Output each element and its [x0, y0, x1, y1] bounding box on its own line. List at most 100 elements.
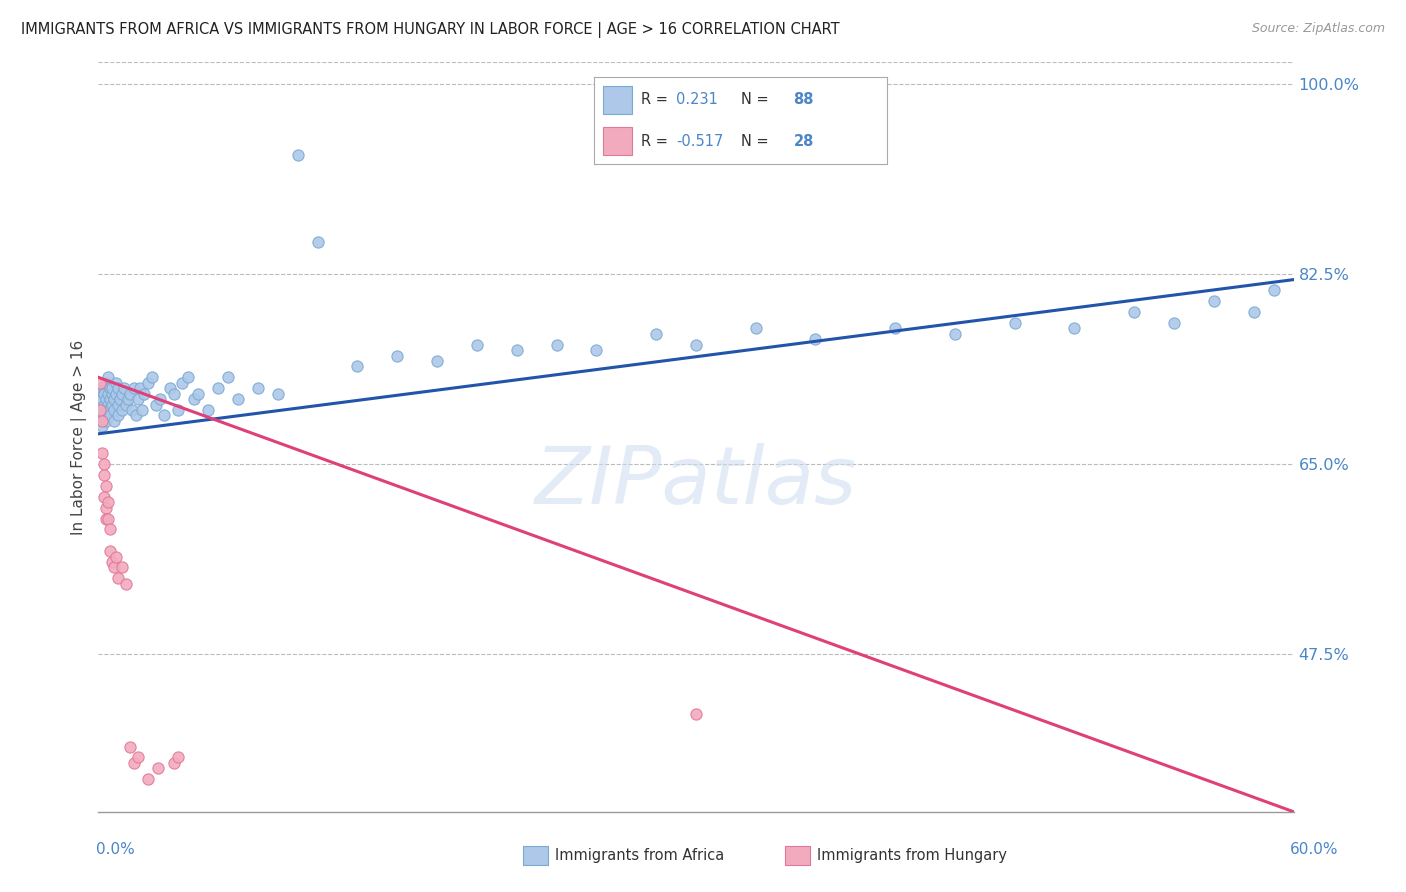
Point: [172, 376, 194, 390]
Point: [153, 409, 176, 423]
Point: [385, 349, 409, 363]
Point: [506, 343, 529, 358]
Point: [93, 490, 115, 504]
Point: [97, 403, 120, 417]
Point: [93, 386, 115, 401]
Point: [115, 397, 138, 411]
Point: [105, 549, 128, 564]
Point: [183, 392, 205, 406]
Y-axis label: In Labor Force | Age > 16: In Labor Force | Age > 16: [72, 340, 87, 534]
Point: [197, 403, 219, 417]
Point: [93, 381, 115, 395]
Point: [1123, 305, 1146, 319]
Point: [141, 370, 163, 384]
Point: [120, 739, 142, 754]
Point: [111, 560, 134, 574]
Point: [685, 338, 707, 352]
Point: [246, 381, 269, 395]
Point: [97, 386, 120, 401]
Point: [127, 750, 149, 764]
Point: [217, 370, 239, 384]
Point: [645, 326, 668, 341]
Point: [101, 386, 124, 401]
Point: [96, 511, 118, 525]
Point: [91, 403, 114, 417]
Point: [112, 381, 135, 395]
Point: [115, 576, 138, 591]
Point: [167, 750, 190, 764]
Text: IMMIGRANTS FROM AFRICA VS IMMIGRANTS FROM HUNGARY IN LABOR FORCE | AGE > 16 CORR: IMMIGRANTS FROM AFRICA VS IMMIGRANTS FRO…: [21, 22, 839, 38]
Point: [110, 392, 132, 406]
Point: [98, 544, 122, 558]
Point: [97, 397, 120, 411]
Point: [93, 457, 115, 471]
Point: [163, 386, 186, 401]
Point: [884, 321, 907, 335]
Point: [98, 403, 122, 417]
Point: [91, 446, 114, 460]
Point: [125, 409, 148, 423]
Point: [98, 392, 122, 406]
Point: [585, 343, 607, 358]
Point: [103, 414, 125, 428]
Point: [745, 321, 768, 335]
Point: [117, 392, 139, 406]
Point: [97, 370, 120, 384]
Point: [148, 761, 170, 775]
Point: [267, 386, 290, 401]
Point: [96, 500, 118, 515]
Point: [105, 386, 128, 401]
Text: Immigrants from Africa: Immigrants from Africa: [555, 848, 724, 863]
Point: [804, 332, 827, 346]
Point: [1063, 321, 1085, 335]
Point: [105, 376, 128, 390]
Point: [93, 397, 115, 411]
Point: [167, 403, 190, 417]
Point: [120, 386, 142, 401]
Point: [121, 403, 143, 417]
Text: 60.0%: 60.0%: [1291, 842, 1339, 856]
Point: [1243, 305, 1265, 319]
Point: [1202, 294, 1225, 309]
Point: [103, 403, 125, 417]
Point: [103, 392, 125, 406]
Point: [91, 392, 114, 406]
Point: [1263, 284, 1285, 298]
Point: [91, 419, 114, 434]
Point: [103, 560, 125, 574]
Point: [107, 571, 129, 585]
Point: [136, 772, 159, 786]
Point: [685, 706, 707, 721]
Point: [226, 392, 249, 406]
Point: [97, 511, 120, 525]
Point: [131, 403, 153, 417]
Point: [91, 414, 114, 428]
Text: ZIPatlas: ZIPatlas: [534, 443, 858, 521]
Point: [101, 397, 124, 411]
Point: [177, 370, 200, 384]
Point: [98, 381, 122, 395]
Point: [89, 386, 111, 401]
Point: [307, 235, 329, 249]
Point: [98, 522, 122, 536]
Point: [163, 756, 186, 770]
Point: [107, 397, 129, 411]
Point: [96, 403, 118, 417]
Point: [346, 359, 368, 374]
Point: [546, 338, 568, 352]
Point: [101, 381, 124, 395]
Point: [97, 409, 120, 423]
Text: 0.0%: 0.0%: [96, 842, 135, 856]
Point: [124, 381, 146, 395]
Point: [124, 756, 146, 770]
Point: [93, 468, 115, 483]
Point: [96, 392, 118, 406]
Text: Immigrants from Hungary: Immigrants from Hungary: [817, 848, 1007, 863]
Point: [98, 409, 122, 423]
Point: [107, 409, 129, 423]
Point: [943, 326, 966, 341]
Point: [111, 386, 134, 401]
Point: [107, 381, 129, 395]
Point: [89, 409, 111, 423]
Point: [96, 479, 118, 493]
